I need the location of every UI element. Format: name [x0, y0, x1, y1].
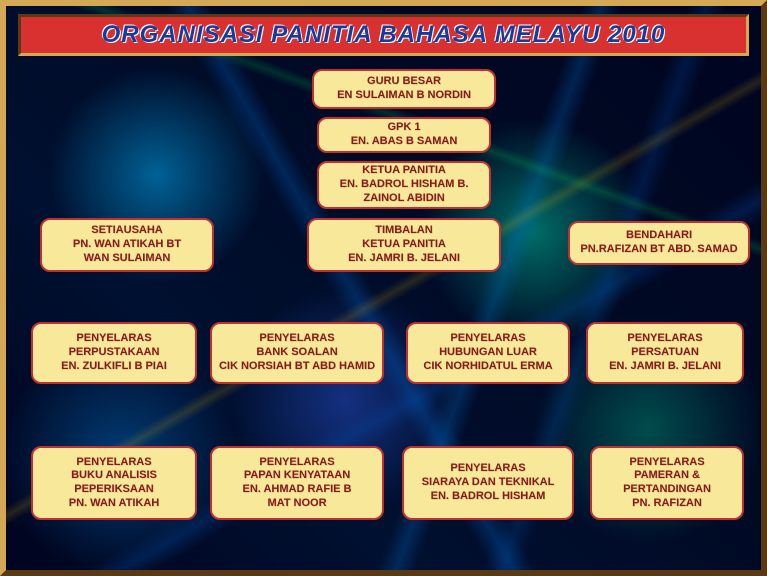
node-role: TIMBALANKETUA PANITIA [362, 224, 446, 252]
org-node-n11: PENYELARASBUKU ANALISISPEPERIKSAANPN. WA… [31, 446, 197, 520]
node-role: GURU BESAR [367, 75, 441, 89]
org-node-n1: GURU BESAREN SULAIMAN B NORDIN [312, 69, 496, 109]
org-node-n12: PENYELARASPAPAN KENYATAANEN. AHMAD RAFIE… [210, 446, 384, 520]
org-node-n13: PENYELARASSIARAYA DAN TEKNIKALEN. BADROL… [402, 446, 574, 520]
node-name: EN. AHMAD RAFIE BMAT NOOR [243, 483, 352, 511]
org-node-n14: PENYELARASPAMERAN &PERTANDINGANPN. RAFIZ… [590, 446, 744, 520]
node-name: EN. JAMRI B. JELANI [348, 252, 460, 266]
org-node-n5: TIMBALANKETUA PANITIAEN. JAMRI B. JELANI [307, 218, 501, 272]
org-node-n2: GPK 1EN. ABAS B SAMAN [317, 117, 491, 153]
node-role: PENYELARASBANK SOALAN [256, 332, 337, 360]
org-node-n4: SETIAUSAHAPN. WAN ATIKAH BTWAN SULAIMAN [40, 218, 214, 272]
node-role: KETUA PANITIA [362, 164, 446, 178]
node-name: EN. ZULKIFLI B PIAI [61, 360, 167, 374]
node-role: BENDAHARI [626, 229, 692, 243]
content-area: ORGANISASI PANITIA BAHASA MELAYU 2010 GU… [6, 6, 761, 570]
title-bar: ORGANISASI PANITIA BAHASA MELAYU 2010 [18, 14, 749, 56]
org-node-n6: BENDAHARIPN.RAFIZAN BT ABD. SAMAD [568, 221, 750, 265]
node-name: PN. WAN ATIKAH [69, 497, 159, 511]
org-node-n10: PENYELARASPERSATUANEN. JAMRI B. JELANI [586, 322, 744, 384]
node-role: PENYELARASPAMERAN &PERTANDINGAN [623, 456, 711, 497]
page-title: ORGANISASI PANITIA BAHASA MELAYU 2010 [102, 21, 666, 48]
node-name: CIK NORSIAH BT ABD HAMID [219, 360, 375, 374]
org-node-n8: PENYELARASBANK SOALANCIK NORSIAH BT ABD … [210, 322, 384, 384]
node-name: EN SULAIMAN B NORDIN [337, 89, 471, 103]
node-name: CIK NORHIDATUL ERMA [423, 360, 552, 374]
node-role: PENYELARASPAPAN KENYATAAN [244, 456, 350, 484]
node-role: PENYELARASPERSATUAN [627, 332, 702, 360]
node-role: SETIAUSAHA [91, 224, 163, 238]
node-role: PENYELARASBUKU ANALISISPEPERIKSAAN [71, 456, 157, 497]
node-name: PN. RAFIZAN [632, 497, 702, 511]
node-role: PENYELARASPERPUSTAKAAN [69, 332, 160, 360]
node-name: PN.RAFIZAN BT ABD. SAMAD [580, 243, 737, 257]
org-node-n7: PENYELARASPERPUSTAKAANEN. ZULKIFLI B PIA… [31, 322, 197, 384]
node-role: PENYELARASSIARAYA DAN TEKNIKAL [422, 462, 555, 490]
org-node-n9: PENYELARASHUBUNGAN LUARCIK NORHIDATUL ER… [406, 322, 570, 384]
node-name: EN. ABAS B SAMAN [351, 135, 458, 149]
org-node-n3: KETUA PANITIAEN. BADROL HISHAM B.ZAINOL … [317, 161, 491, 209]
node-role: PENYELARASHUBUNGAN LUAR [439, 332, 537, 360]
node-name: EN. JAMRI B. JELANI [609, 360, 721, 374]
node-name: EN. BADROL HISHAM [431, 490, 546, 504]
node-name: PN. WAN ATIKAH BTWAN SULAIMAN [73, 238, 181, 266]
node-name: EN. BADROL HISHAM B.ZAINOL ABIDIN [340, 178, 469, 206]
node-role: GPK 1 [387, 121, 420, 135]
org-chart-frame: ORGANISASI PANITIA BAHASA MELAYU 2010 GU… [0, 0, 767, 576]
